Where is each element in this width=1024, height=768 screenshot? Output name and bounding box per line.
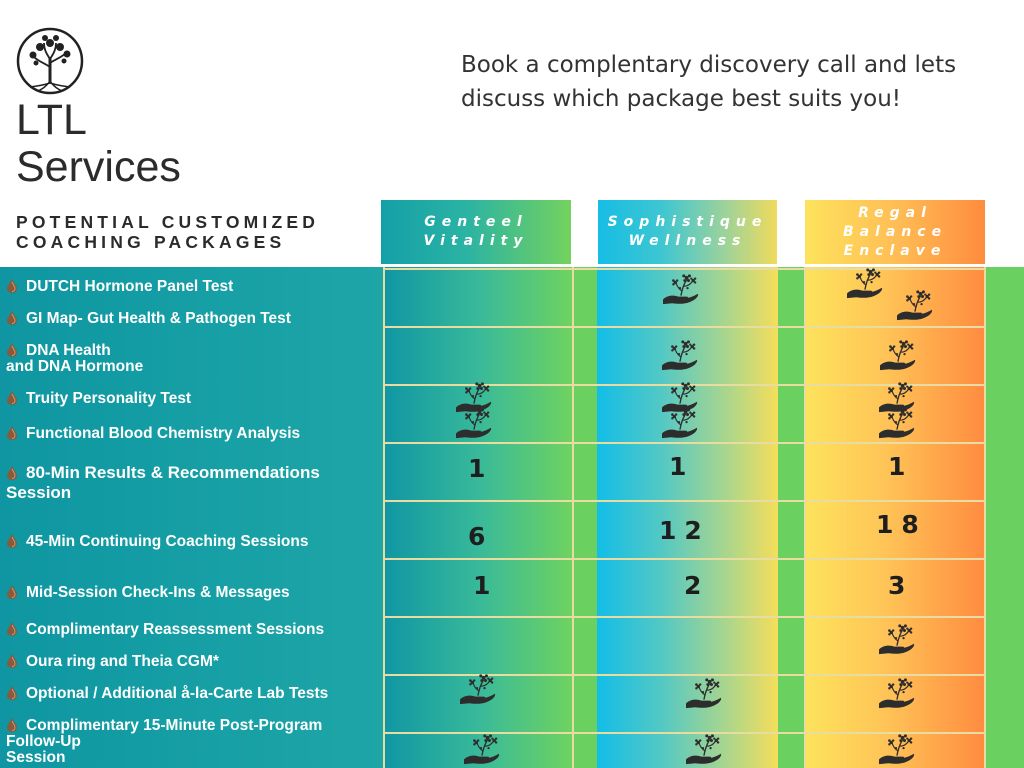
hand-holding-flower-icon — [454, 407, 492, 441]
hand-holding-flower-icon — [458, 673, 496, 707]
value-checkins-regal: 3 — [888, 571, 914, 600]
grid-line — [383, 558, 986, 560]
service-label-continued: and DNA Hormone — [6, 358, 144, 375]
brown-droplet-bullet-icon — [6, 343, 18, 357]
grid-line — [383, 500, 986, 502]
brown-droplet-bullet-icon — [6, 718, 18, 732]
hand-holding-flower-icon — [684, 733, 722, 767]
grid-line — [383, 268, 986, 270]
service-row-a-la-carte: Optional / Additional å-la-Carte Lab Tes… — [6, 686, 328, 702]
value-results-regal: 1 — [888, 452, 914, 481]
value-results-genteel: 1 — [468, 454, 494, 483]
value-coaching-genteel: 6 — [468, 522, 494, 551]
hand-holding-flower-icon — [660, 339, 698, 373]
service-label: 80-Min Results & Recommendations — [26, 463, 320, 482]
brown-droplet-bullet-icon — [6, 686, 18, 700]
hand-holding-flower-icon — [684, 677, 722, 711]
hand-holding-flower-icon — [877, 623, 915, 657]
package-header-sophistique-wellness: Sophistique Wellness — [598, 200, 777, 264]
grid-line — [383, 442, 986, 444]
service-row-dutch: DUTCH Hormone Panel Test — [6, 279, 233, 295]
package-name-line: Genteel — [424, 214, 528, 230]
brown-droplet-bullet-icon — [6, 654, 18, 668]
hand-holding-flower-icon — [878, 339, 916, 373]
service-label-continued: Follow-Up — [6, 733, 81, 750]
hand-holding-flower-icon — [877, 733, 915, 767]
grid-line — [572, 267, 574, 768]
value-coaching-regal: 18 — [876, 510, 927, 539]
service-row-gi-map: GI Map- Gut Health & Pathogen Test — [6, 311, 291, 327]
service-label-continued: Session — [6, 483, 72, 502]
package-name-line: Enclave — [843, 242, 947, 259]
brown-droplet-bullet-icon — [6, 426, 18, 440]
brown-droplet-bullet-icon — [6, 466, 18, 480]
service-label: Complimentary 15-Minute Post-Program — [26, 717, 323, 734]
hand-holding-flower-icon — [661, 273, 699, 307]
brand-line-1: LTL — [16, 96, 87, 144]
service-label: DNA Health — [26, 342, 111, 359]
service-label: Optional / Additional å-la-Carte Lab Tes… — [26, 685, 329, 702]
hand-holding-flower-icon — [877, 407, 915, 441]
grid-line — [984, 267, 986, 768]
service-row-reassessment: Complimentary Reassessment Sessions — [6, 622, 324, 638]
service-label-continued: Session — [6, 749, 66, 766]
grid-line — [383, 732, 986, 734]
service-row-coaching-sessions: 45-Min Continuing Coaching Sessions — [6, 534, 308, 550]
package-name-line: Wellness — [628, 233, 747, 249]
grid-line — [383, 674, 986, 676]
value-coaching-sophistique: 12 — [659, 516, 710, 545]
brown-droplet-bullet-icon — [6, 622, 18, 636]
package-header-regal-balance-enclave: Regal Balance Enclave — [805, 200, 985, 264]
service-row-truity: Truity Personality Test — [6, 391, 191, 407]
package-name-line: Sophistique — [607, 214, 768, 230]
comparison-table: DUTCH Hormone Panel Test GI Map- Gut Hea… — [0, 267, 1024, 768]
brown-droplet-bullet-icon — [6, 585, 18, 599]
service-row-check-ins: Mid-Session Check-Ins & Messages — [6, 585, 290, 601]
brown-droplet-bullet-icon — [6, 534, 18, 548]
subtitle-line-1: POTENTIAL CUSTOMIZED — [16, 212, 320, 232]
service-row-blood-chemistry: Functional Blood Chemistry Analysis — [6, 426, 300, 442]
grid-line — [383, 616, 986, 618]
tree-of-life-logo-icon — [16, 27, 84, 95]
hand-holding-flower-icon — [877, 677, 915, 711]
package-name-line: Vitality — [423, 233, 529, 249]
service-label: Oura ring and Theia CGM* — [26, 653, 219, 670]
service-label: 45-Min Continuing Coaching Sessions — [26, 533, 309, 550]
service-label: Complimentary Reassessment Sessions — [26, 621, 325, 638]
hand-holding-flower-icon — [660, 407, 698, 441]
service-row-post-program: Complimentary 15-Minute Post-Program Fol… — [6, 718, 322, 766]
service-label: Truity Personality Test — [26, 390, 192, 407]
brand-line-2: Services — [16, 143, 181, 191]
subtitle-line-2: COACHING PACKAGES — [16, 232, 286, 252]
packages-subtitle: POTENTIAL CUSTOMIZED COACHING PACKAGES — [16, 212, 319, 252]
package-name-line: Regal — [858, 204, 932, 221]
value-checkins-sophistique: 2 — [684, 571, 710, 600]
service-row-oura-theia: Oura ring and Theia CGM* — [6, 654, 219, 670]
column-genteel-vitality — [383, 267, 573, 768]
hand-holding-flower-icon — [462, 733, 500, 767]
tagline: Book a complentary discovery call and le… — [461, 52, 957, 112]
service-row-results-session: 80-Min Results & Recommendations Session — [6, 463, 320, 503]
package-name-line: Balance — [842, 223, 948, 240]
value-results-sophistique: 1 — [669, 452, 695, 481]
service-label: Functional Blood Chemistry Analysis — [26, 425, 301, 442]
column-regal-balance-enclave — [806, 267, 986, 768]
service-row-dna: DNA Health and DNA Hormone — [6, 343, 143, 375]
grid-line — [383, 267, 385, 768]
value-checkins-genteel: 1 — [473, 571, 499, 600]
hand-holding-flower-icon — [895, 289, 933, 323]
brown-droplet-bullet-icon — [6, 391, 18, 405]
grid-line — [383, 326, 986, 328]
service-label: GI Map- Gut Health & Pathogen Test — [26, 310, 291, 327]
grid-line — [804, 267, 806, 768]
service-label: Mid-Session Check-Ins & Messages — [26, 584, 290, 601]
service-list-band — [0, 267, 383, 768]
package-header-genteel-vitality: Genteel Vitality — [381, 200, 571, 264]
brand-title: LTL Services — [16, 97, 181, 191]
brown-droplet-bullet-icon — [6, 311, 18, 325]
brown-droplet-bullet-icon — [6, 279, 18, 293]
hand-holding-flower-icon — [845, 267, 883, 301]
service-label: DUTCH Hormone Panel Test — [26, 278, 234, 295]
